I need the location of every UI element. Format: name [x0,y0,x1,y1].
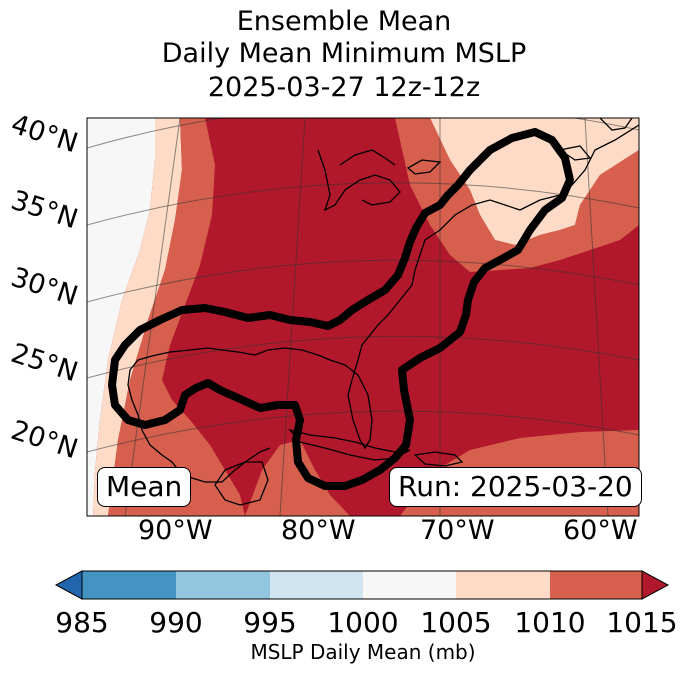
field-1010-1015-west [108,118,245,516]
colorbar-985-990 [82,571,176,599]
colorbar-frame [81,570,643,600]
parallel-25n [87,335,639,379]
colorbar-990-995 [176,571,270,599]
mean-badge: Mean [97,467,192,507]
title-line-2: Daily Mean Minimum MSLP [161,38,527,69]
mslp-contour [108,128,574,490]
title-line-3: 2025-03-27 12z-12z [207,72,481,103]
meridian-90w [124,118,181,516]
coastline-newfoundland [558,118,633,161]
lon-label-70w: 70°W [420,515,495,546]
coastline-cuba [288,428,411,461]
colorbar [54,570,670,600]
lon-label-80w: 80°W [281,515,356,546]
parallel-20n [87,410,639,453]
lon-label-60w: 60°W [563,515,638,546]
colorbar-tick-995: 995 [243,606,297,639]
run-date-badge: Run: 2025-03-20 [389,467,642,507]
graticule [87,118,639,516]
field-1005-1010-west [93,118,182,516]
meridian-60w [584,118,609,516]
title-line-1: Ensemble Mean [236,6,452,37]
colorbar-tick-990: 990 [149,606,203,639]
lon-label-90w: 90°W [138,515,213,546]
field-1010-1015-south [245,440,350,516]
colorbar-1000-1005 [363,571,456,599]
colorbar-tick-1000: 1000 [327,606,399,639]
colorbar-under-arrow [54,570,83,600]
colorbar-tick-1005: 1005 [420,606,492,639]
coastline-great-lakes [317,149,442,212]
coastlines [127,118,639,506]
colorbar-tick-1010: 1010 [514,606,586,639]
colorbar-995-1000 [270,571,363,599]
colorbar-label: MSLP Daily Mean (mb) [250,640,476,664]
colorbar-over-arrow [641,570,670,600]
field-1010-1015-east [395,118,639,272]
coastline-hispaniola [413,451,464,467]
colorbar-1005-1010 [456,571,550,599]
colorbar-tick-985: 985 [55,606,109,639]
coastline-north-america [127,124,639,483]
map-frame [86,117,640,517]
coastline-yucatan [214,461,269,506]
colorbar-1010-1015 [550,571,642,599]
parallel-40n [87,118,639,149]
colorbar-tick-1015: 1015 [606,606,678,639]
parallel-30n [87,259,639,303]
field-1000-1005 [87,118,155,516]
